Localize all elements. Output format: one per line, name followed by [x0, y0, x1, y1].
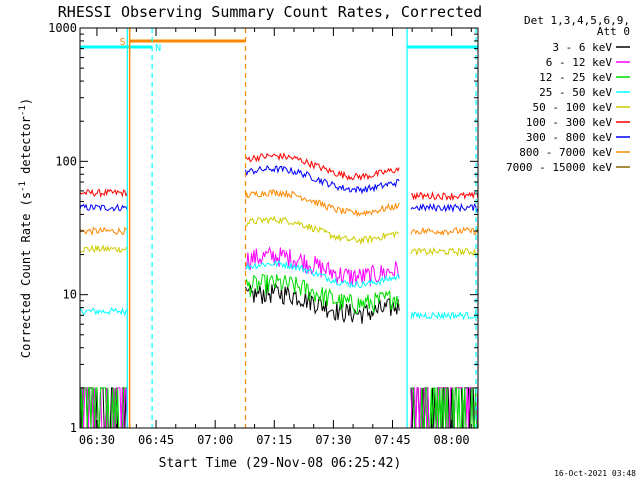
- series-line-100-300-keV-seg3: [410, 190, 479, 202]
- series-line-3-6-keV-seg2: [245, 283, 400, 324]
- axes: 1 10 100 1000 06:30 06:45 07:00 07:15 07:30 07:45…: [48, 21, 479, 447]
- y-axis-label-text: Corrected Count Rate (s-1 detector-1): [18, 98, 33, 358]
- y-axis-label-sup1: -1: [18, 181, 28, 192]
- series-line-300-800-keV-seg1: [79, 203, 128, 212]
- night-flag-label: N: [155, 43, 161, 54]
- y-axis-label-part1: Corrected Count Rate (s: [19, 192, 33, 358]
- series-line-25-50-keV-seg1: [79, 306, 128, 317]
- legend-label-2: 6 - 12 keV: [546, 56, 613, 69]
- y-tick-label-4: 1000: [48, 21, 77, 35]
- x-tick-label-2: 06:45: [138, 433, 174, 447]
- series-line-300-800-keV-seg2: [245, 165, 400, 195]
- series-line-300-800-keV-seg3: [410, 202, 479, 213]
- x-tick-label-7: 08:00: [434, 433, 470, 447]
- series-line-50-100-keV-seg3: [410, 246, 479, 257]
- x-tick-label-1: 06:30: [79, 433, 115, 447]
- series-line-800-7000-keV-seg2: [245, 188, 400, 218]
- saa-flag-label: S: [120, 37, 126, 48]
- series-line-50-100-keV-seg2: [245, 215, 400, 246]
- y-axis-label-part2: detector: [19, 116, 33, 181]
- legend-label-1: 3 - 6 keV: [552, 41, 612, 54]
- x-tick-label-3: 07:00: [197, 433, 233, 447]
- series-line-12-25-keV-seg2: [245, 273, 400, 314]
- series-line-25-50-keV-seg3: [410, 310, 479, 321]
- y-tick-label-3: 100: [55, 154, 77, 168]
- series-line-25-50-keV-seg2: [245, 259, 400, 289]
- series-line-6-12-keV-seg2: [245, 246, 400, 287]
- x-tick-label-4: 07:15: [256, 433, 292, 447]
- legend-label-3: 12 - 25 keV: [539, 71, 612, 84]
- legend-label-5: 50 - 100 keV: [533, 101, 613, 114]
- series-line-50-100-keV-seg1: [79, 244, 128, 254]
- x-tick-label-5: 07:30: [315, 433, 351, 447]
- chart-title: RHESSI Observing Summary Count Rates, Co…: [58, 3, 482, 21]
- x-tick-label-6: 07:45: [374, 433, 410, 447]
- series-line-800-7000-keV-seg1: [79, 226, 128, 236]
- legend-label-6: 100 - 300 keV: [526, 116, 612, 129]
- series-line-100-300-keV-seg2: [245, 152, 400, 181]
- legend-label-9: 7000 - 15000 keV: [506, 161, 612, 174]
- legend: Det 1,3,4,5,6,9,Att 0 3 - 6 keV 6 - 12 keV…: [506, 14, 630, 174]
- series-line-800-7000-keV-seg3: [410, 226, 479, 237]
- y-axis-label: Corrected Count Rate (s-1 detector-1): [18, 98, 33, 358]
- flag-markers: SN: [80, 28, 478, 428]
- x-axis-label: Start Time (29-Nov-08 06:25:42): [159, 456, 402, 471]
- generation-timestamp: 16-Oct-2021 03:48: [554, 469, 636, 478]
- y-axis-label-sup2: -1: [18, 105, 28, 116]
- legend-header-2: Att 0: [597, 25, 630, 38]
- y-tick-label-1: 1: [70, 421, 77, 435]
- y-axis-label-part3: ): [19, 98, 33, 105]
- y-tick-label-2: 10: [63, 288, 77, 302]
- legend-label-7: 300 - 800 keV: [526, 131, 612, 144]
- legend-header-1: Det 1,3,4,5,6,9,: [524, 14, 630, 27]
- series-line-100-300-keV-seg1: [79, 188, 128, 198]
- legend-label-4: 25 - 50 keV: [539, 86, 612, 99]
- plot-frame: [79, 27, 479, 429]
- legend-label-8: 800 - 7000 keV: [519, 146, 612, 159]
